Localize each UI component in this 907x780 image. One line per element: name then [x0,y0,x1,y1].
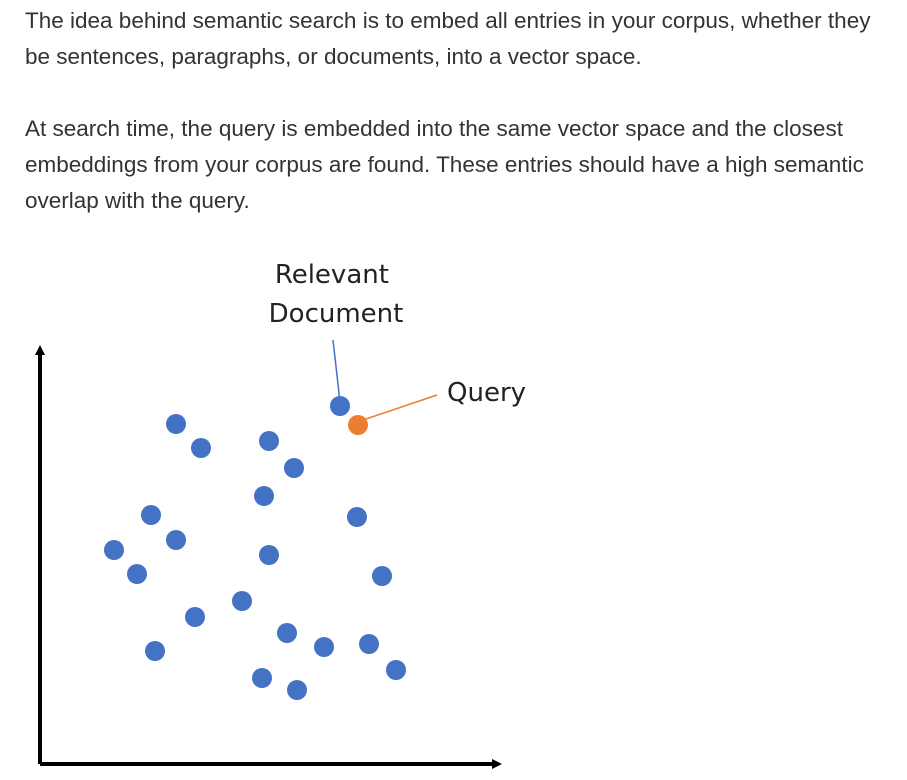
document-point [277,623,297,643]
intro-paragraph: The idea behind semantic search is to em… [25,8,871,69]
relevant-label-line-2: Document [269,299,404,329]
relevant-document-connector [332,339,341,403]
document-point [232,591,252,611]
document-point [254,486,274,506]
diagram-svg: Relevant Document Query [35,260,526,769]
document-point [127,564,147,584]
document-point [372,566,392,586]
query-connector [362,394,438,421]
document-point [141,505,161,525]
document-point [287,680,307,700]
query-label: Query [447,378,526,408]
document-point [347,507,367,527]
document-point [104,540,124,560]
document-point [185,607,205,627]
relevant-label-line-1: Relevant [275,260,389,290]
document-point [314,637,334,657]
document-points [104,396,406,700]
document-point [166,414,186,434]
document-point [252,668,272,688]
document-point [166,530,186,550]
document-point [259,545,279,565]
document-point [359,634,379,654]
document-point [191,438,211,458]
document-point [145,641,165,661]
document-point [386,660,406,680]
document-point [284,458,304,478]
search-time-paragraph: At search time, the query is embedded in… [25,116,864,213]
relevant-document-label: Relevant Document [269,260,404,329]
vector-space-diagram: Relevant Document Query [25,254,535,774]
document-point [259,431,279,451]
document-point [330,396,350,416]
query-point [348,415,368,435]
